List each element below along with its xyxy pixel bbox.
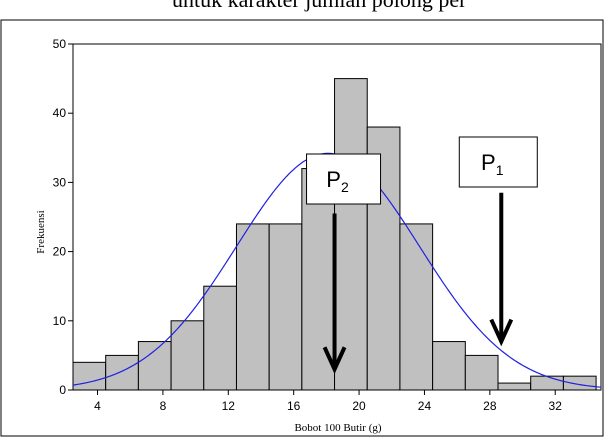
arrow-head [322,346,347,375]
arrow-head [489,318,514,347]
histogram-bar [334,78,368,391]
annotation-box [306,153,382,205]
y-tick-label: 0 [59,383,66,397]
y-tick-label: 20 [53,245,67,259]
annotations: P2 P1 [306,136,538,375]
histogram-bar [432,341,466,391]
x-axis-label: Bobot 100 Butir (g) [294,422,381,434]
histogram-bars [72,78,597,391]
histogram-bar [268,223,303,391]
annotation-subscript: 2 [341,179,349,195]
y-tick-label: 40 [53,106,67,120]
y-axis-label: Frekuensi [35,210,47,253]
annotation-subscript: 1 [496,162,504,178]
x-tick-label: 20 [352,399,366,413]
annotation-box [458,136,538,188]
histogram-bar [562,375,597,391]
x-tick-label: 16 [287,399,301,413]
figure-border [0,19,604,437]
y-axis: 0 10 20 30 40 50 [53,37,73,397]
histogram-bar [137,341,172,391]
top-caption: untuk karakter jumlah polong per [172,0,467,12]
x-axis: 4 8 12 16 20 24 28 32 [94,390,562,413]
histogram-bar [105,354,139,391]
x-tick-label: 24 [418,399,432,413]
x-tick-label: 28 [483,399,497,413]
histogram-bar [464,354,499,391]
histogram-bar [235,223,270,391]
x-tick-label: 8 [160,399,167,413]
histogram-bar [399,223,434,391]
annotation-p2: P2 [306,153,382,375]
y-tick-label: 50 [53,37,67,51]
histogram-bar [72,361,107,391]
x-tick-label: 32 [549,399,563,413]
y-tick-label: 10 [53,314,67,328]
histogram-bar [203,285,237,391]
y-tick-label: 30 [53,175,67,189]
histogram-bar [530,375,564,391]
x-tick-label: 4 [94,399,101,413]
annotation-p1: P1 [458,136,538,347]
histogram-bar [170,320,205,391]
histogram-bar [497,382,532,391]
x-tick-label: 12 [222,399,236,413]
